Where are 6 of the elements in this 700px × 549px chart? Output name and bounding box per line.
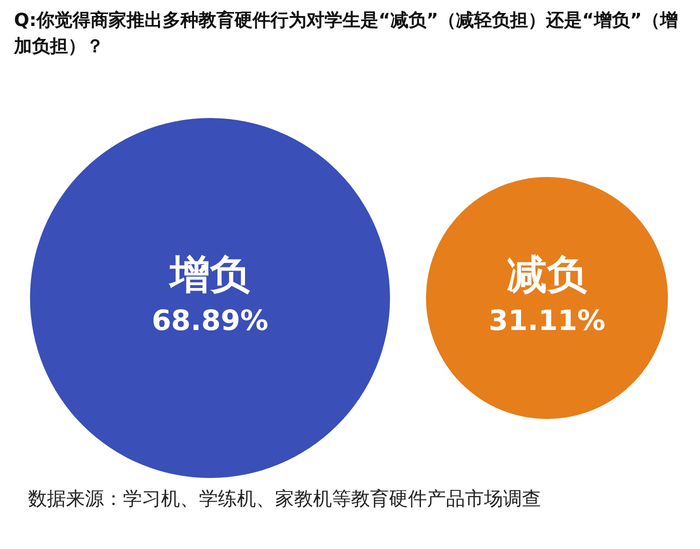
- data-label: 31.11%: [488, 304, 606, 337]
- category-label: 增负: [168, 252, 250, 298]
- data-label: 68.89%: [152, 304, 268, 337]
- category-label: 减负: [506, 252, 587, 298]
- annotation: 数据来源：学习机、学练机、家教机等教育硬件产品市场调查: [28, 487, 542, 512]
- title: Q:你觉得商家推出多种教育硬件行为对学生是“减负”（减轻负担）还是“增负”（增加负担）？: [14, 9, 679, 59]
